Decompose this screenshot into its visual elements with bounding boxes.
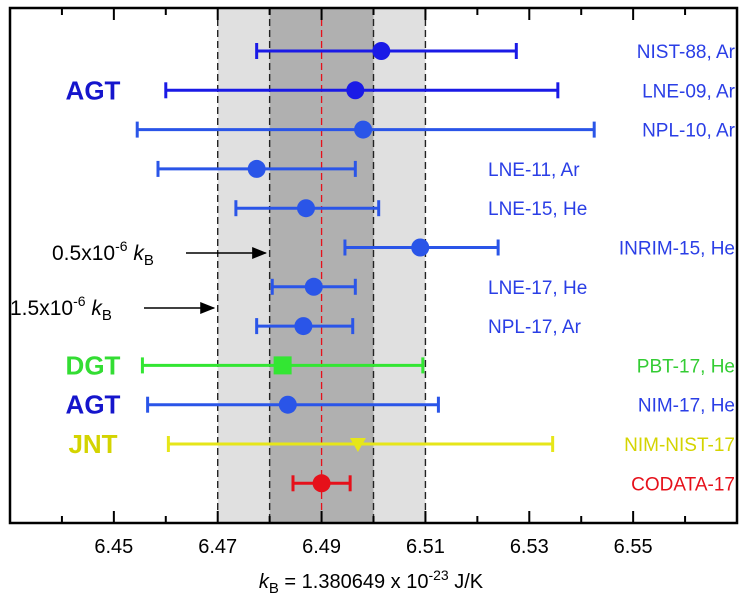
x-axis-label-part: -23 — [428, 567, 448, 583]
x-tick-label: 6.53 — [510, 536, 549, 558]
point-label: LNE-09, Ar — [642, 81, 736, 102]
band-annotation-part: B — [144, 252, 154, 269]
band-annotation-part: -6 — [73, 293, 86, 309]
data-marker-circle — [312, 474, 331, 493]
data-marker-circle — [247, 159, 266, 178]
x-axis-label-part: k — [259, 571, 270, 593]
x-tick-label: 6.49 — [302, 536, 341, 558]
point-label: PBT-17, He — [637, 356, 735, 377]
band-annotation: 1.5x10-6 kB — [10, 293, 112, 324]
band-annotation: 0.5x10-6 kB — [52, 238, 154, 269]
band-annotation-part: k — [91, 297, 103, 320]
group-label: AGT — [66, 75, 121, 105]
band-annotation-part: 0.5x10 — [52, 242, 115, 265]
point-label: NIST-88, Ar — [637, 42, 736, 63]
data-marker-circle — [411, 238, 430, 257]
point-label: NIM-NIST-17 — [624, 435, 735, 456]
x-axis-label-part: = 1.380649 x 10 — [279, 571, 429, 593]
data-marker-circle — [304, 277, 323, 296]
band-annotation-part: -6 — [115, 238, 128, 254]
x-axis-label: kB = 1.380649 x 10-23 J/K — [259, 567, 484, 597]
data-marker-circle — [294, 317, 313, 336]
group-label: JNT — [68, 429, 117, 459]
band-annotation-part: k — [133, 242, 145, 265]
data-marker-circle — [296, 199, 315, 218]
point-label: CODATA-17 — [631, 474, 735, 495]
point-label: INRIM-15, He — [619, 239, 735, 260]
group-label: AGT — [66, 390, 121, 420]
point-label: LNE-17, He — [488, 278, 587, 299]
point-label: NPL-17, Ar — [488, 317, 582, 338]
point-label: LNE-11, Ar — [488, 160, 580, 181]
data-marker-square — [273, 356, 292, 375]
x-axis-label-part: J/K — [449, 571, 484, 593]
x-tick-label: 6.55 — [614, 536, 653, 558]
band-annotation-part: B — [102, 307, 112, 324]
data-marker-circle — [346, 81, 365, 100]
point-label: NPL-10, Ar — [642, 121, 736, 142]
data-marker-circle — [278, 395, 297, 414]
x-tick-label: 6.45 — [94, 536, 133, 558]
data-marker-triangle — [349, 438, 366, 452]
x-axis-label-part: B — [269, 580, 279, 597]
x-tick-label: 6.47 — [198, 536, 237, 558]
data-marker-circle — [372, 42, 391, 60]
group-label: DGT — [66, 350, 121, 380]
point-label: NIM-17, He — [638, 396, 735, 417]
band-annotation-part: 1.5x10 — [10, 297, 73, 320]
point-label: LNE-15, He — [488, 199, 587, 220]
data-marker-circle — [354, 120, 373, 139]
x-tick-label: 6.51 — [406, 536, 445, 558]
